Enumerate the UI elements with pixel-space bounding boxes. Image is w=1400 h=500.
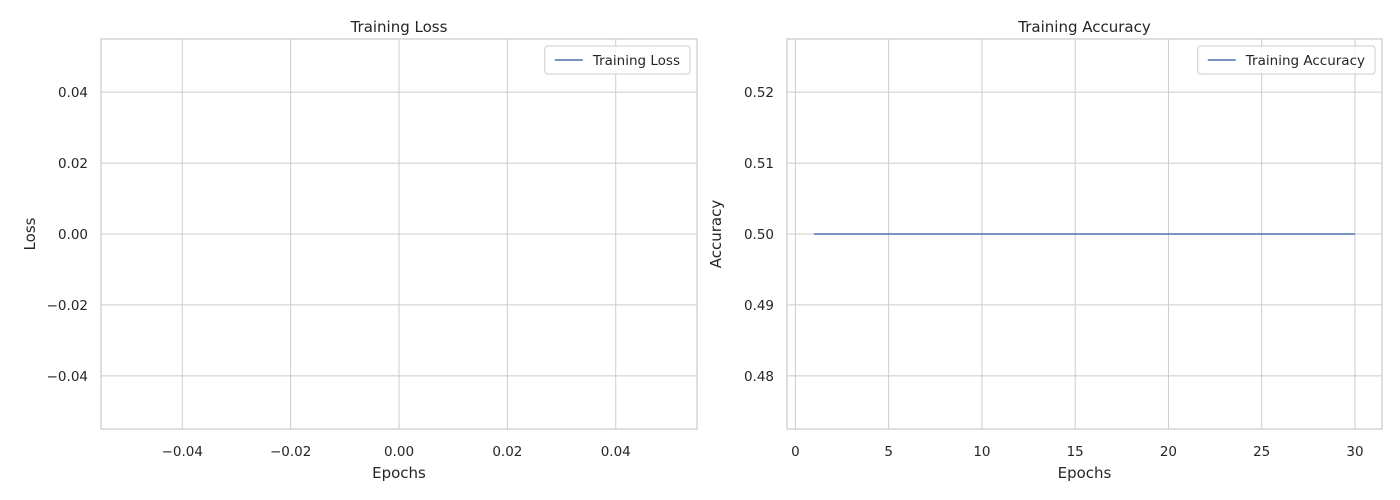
x-axis-label: Epochs bbox=[1058, 464, 1112, 482]
legend-box bbox=[544, 45, 691, 75]
x-tick-label: 0.02 bbox=[492, 444, 522, 460]
x-tick-label: 25 bbox=[1253, 444, 1270, 460]
y-axis-label: Accuracy bbox=[707, 200, 725, 269]
y-tick-label: −0.04 bbox=[47, 369, 88, 385]
y-tick-label: 0.04 bbox=[58, 85, 88, 101]
chart-panel-2: 0 5 10 15 20 25 30 0.48 0.49 0.50 0.51 0.52 Training… bbox=[707, 18, 1383, 482]
x-tick-label: 0.04 bbox=[601, 444, 631, 460]
legend-box bbox=[1197, 45, 1376, 75]
y-tick-label: −0.02 bbox=[47, 298, 88, 314]
x-axis-label: Epochs bbox=[372, 464, 426, 482]
legend: Training Accuracy bbox=[1197, 45, 1376, 75]
y-tick-label: 0.49 bbox=[744, 298, 774, 314]
x-tick-label: 0 bbox=[791, 444, 800, 460]
x-tick-label: 30 bbox=[1346, 444, 1363, 460]
y-tick-label: 0.52 bbox=[744, 85, 774, 101]
x-tick-label: 5 bbox=[884, 444, 893, 460]
y-tick-label: 0.48 bbox=[744, 369, 774, 385]
x-tick-label: 0.00 bbox=[384, 444, 414, 460]
y-tick-label: 0.50 bbox=[744, 227, 774, 243]
y-tick-label: 0.02 bbox=[58, 156, 88, 172]
legend-entry-label: Training Loss bbox=[592, 53, 680, 69]
x-tick-label: 15 bbox=[1067, 444, 1084, 460]
chart-title: Training Loss bbox=[350, 18, 448, 36]
x-tick-label: 10 bbox=[973, 444, 990, 460]
y-tick-label: 0.00 bbox=[58, 227, 88, 243]
chart-title: Training Accuracy bbox=[1017, 18, 1151, 36]
legend-entry-label: Training Accuracy bbox=[1245, 53, 1365, 69]
x-tick-label: −0.04 bbox=[162, 444, 203, 460]
chart-panel-1: −0.04 −0.02 0.00 0.02 0.04 −0.04 −0.02 0.00 0.02… bbox=[21, 18, 698, 482]
legend: Training Loss bbox=[544, 45, 691, 75]
y-axis-label: Loss bbox=[21, 217, 39, 250]
x-tick-label: 20 bbox=[1160, 444, 1177, 460]
x-tick-label: −0.02 bbox=[270, 444, 311, 460]
y-tick-label: 0.51 bbox=[744, 156, 774, 172]
